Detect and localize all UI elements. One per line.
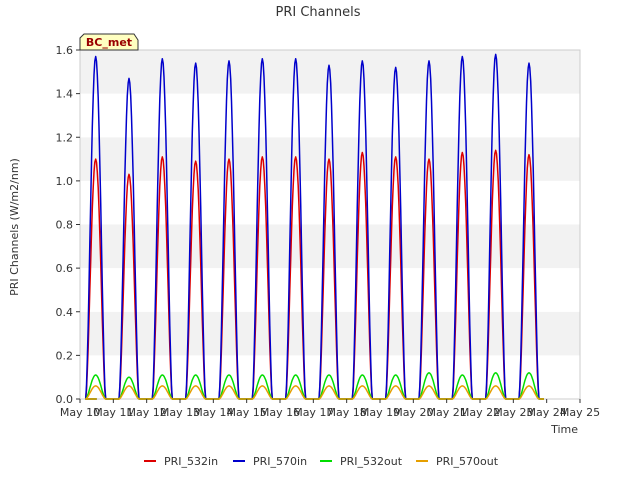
y-tick-label: 1.4 (56, 88, 74, 101)
x-tick-label: May 21 (427, 406, 467, 419)
y-axis: 0.0 0.2 0.4 0.6 0.8 1.0 1.2 1.4 1.6 (56, 44, 80, 406)
legend: PRI_532in PRI_570in PRI_532out PRI_570out (144, 455, 499, 468)
grid-band (80, 224, 580, 269)
y-tick-label: 0.6 (56, 262, 74, 275)
y-tick-label: 0.2 (56, 349, 74, 362)
x-tick-label: May 23 (493, 406, 533, 419)
legend-label: PRI_570in (253, 455, 307, 468)
x-tick-label: May 14 (193, 406, 233, 419)
x-tick-label: May 19 (360, 406, 400, 419)
x-tick-label: May 24 (527, 406, 567, 419)
annotation-text: BC_met (86, 36, 132, 49)
y-tick-label: 1.2 (56, 131, 74, 144)
x-tick-label: May 22 (460, 406, 500, 419)
y-tick-label: 0.4 (56, 306, 74, 319)
series-line-pri-570out (84, 385, 544, 400)
x-axis-label: Time (550, 423, 578, 436)
annotation-badge: BC_met (79, 33, 139, 51)
legend-label: PRI_532out (340, 455, 403, 468)
grid-band (80, 268, 580, 312)
y-tick-label: 1.6 (56, 44, 74, 57)
annotation-box (79, 33, 139, 51)
x-tick-label: May 13 (160, 406, 200, 419)
grid-band (80, 93, 580, 138)
x-tick-label: May 20 (393, 406, 433, 419)
x-tick-label: May 18 (327, 406, 367, 419)
grid-band (80, 180, 580, 225)
x-tick-label: May 10 (60, 406, 100, 419)
legend-label: PRI_570out (436, 455, 499, 468)
x-tick-label: May 25 (560, 406, 600, 419)
x-tick-label: May 16 (260, 406, 300, 419)
grid-band (80, 311, 580, 356)
series-lines (84, 53, 544, 400)
legend-label: PRI_532in (164, 455, 218, 468)
grid-band (80, 137, 580, 181)
y-tick-label: 0.0 (56, 393, 74, 406)
x-tick-label: May 12 (127, 406, 167, 419)
x-tick-label: May 11 (93, 406, 133, 419)
y-axis-label: PRI Channels (W/m2/nm) (8, 158, 21, 296)
y-tick-label: 1.0 (56, 175, 74, 188)
grid-band (80, 355, 580, 399)
y-tick-label: 0.8 (56, 219, 74, 232)
x-tick-label: May 15 (227, 406, 267, 419)
x-tick-label: May 17 (293, 406, 333, 419)
chart-title: PRI Channels (276, 5, 361, 20)
